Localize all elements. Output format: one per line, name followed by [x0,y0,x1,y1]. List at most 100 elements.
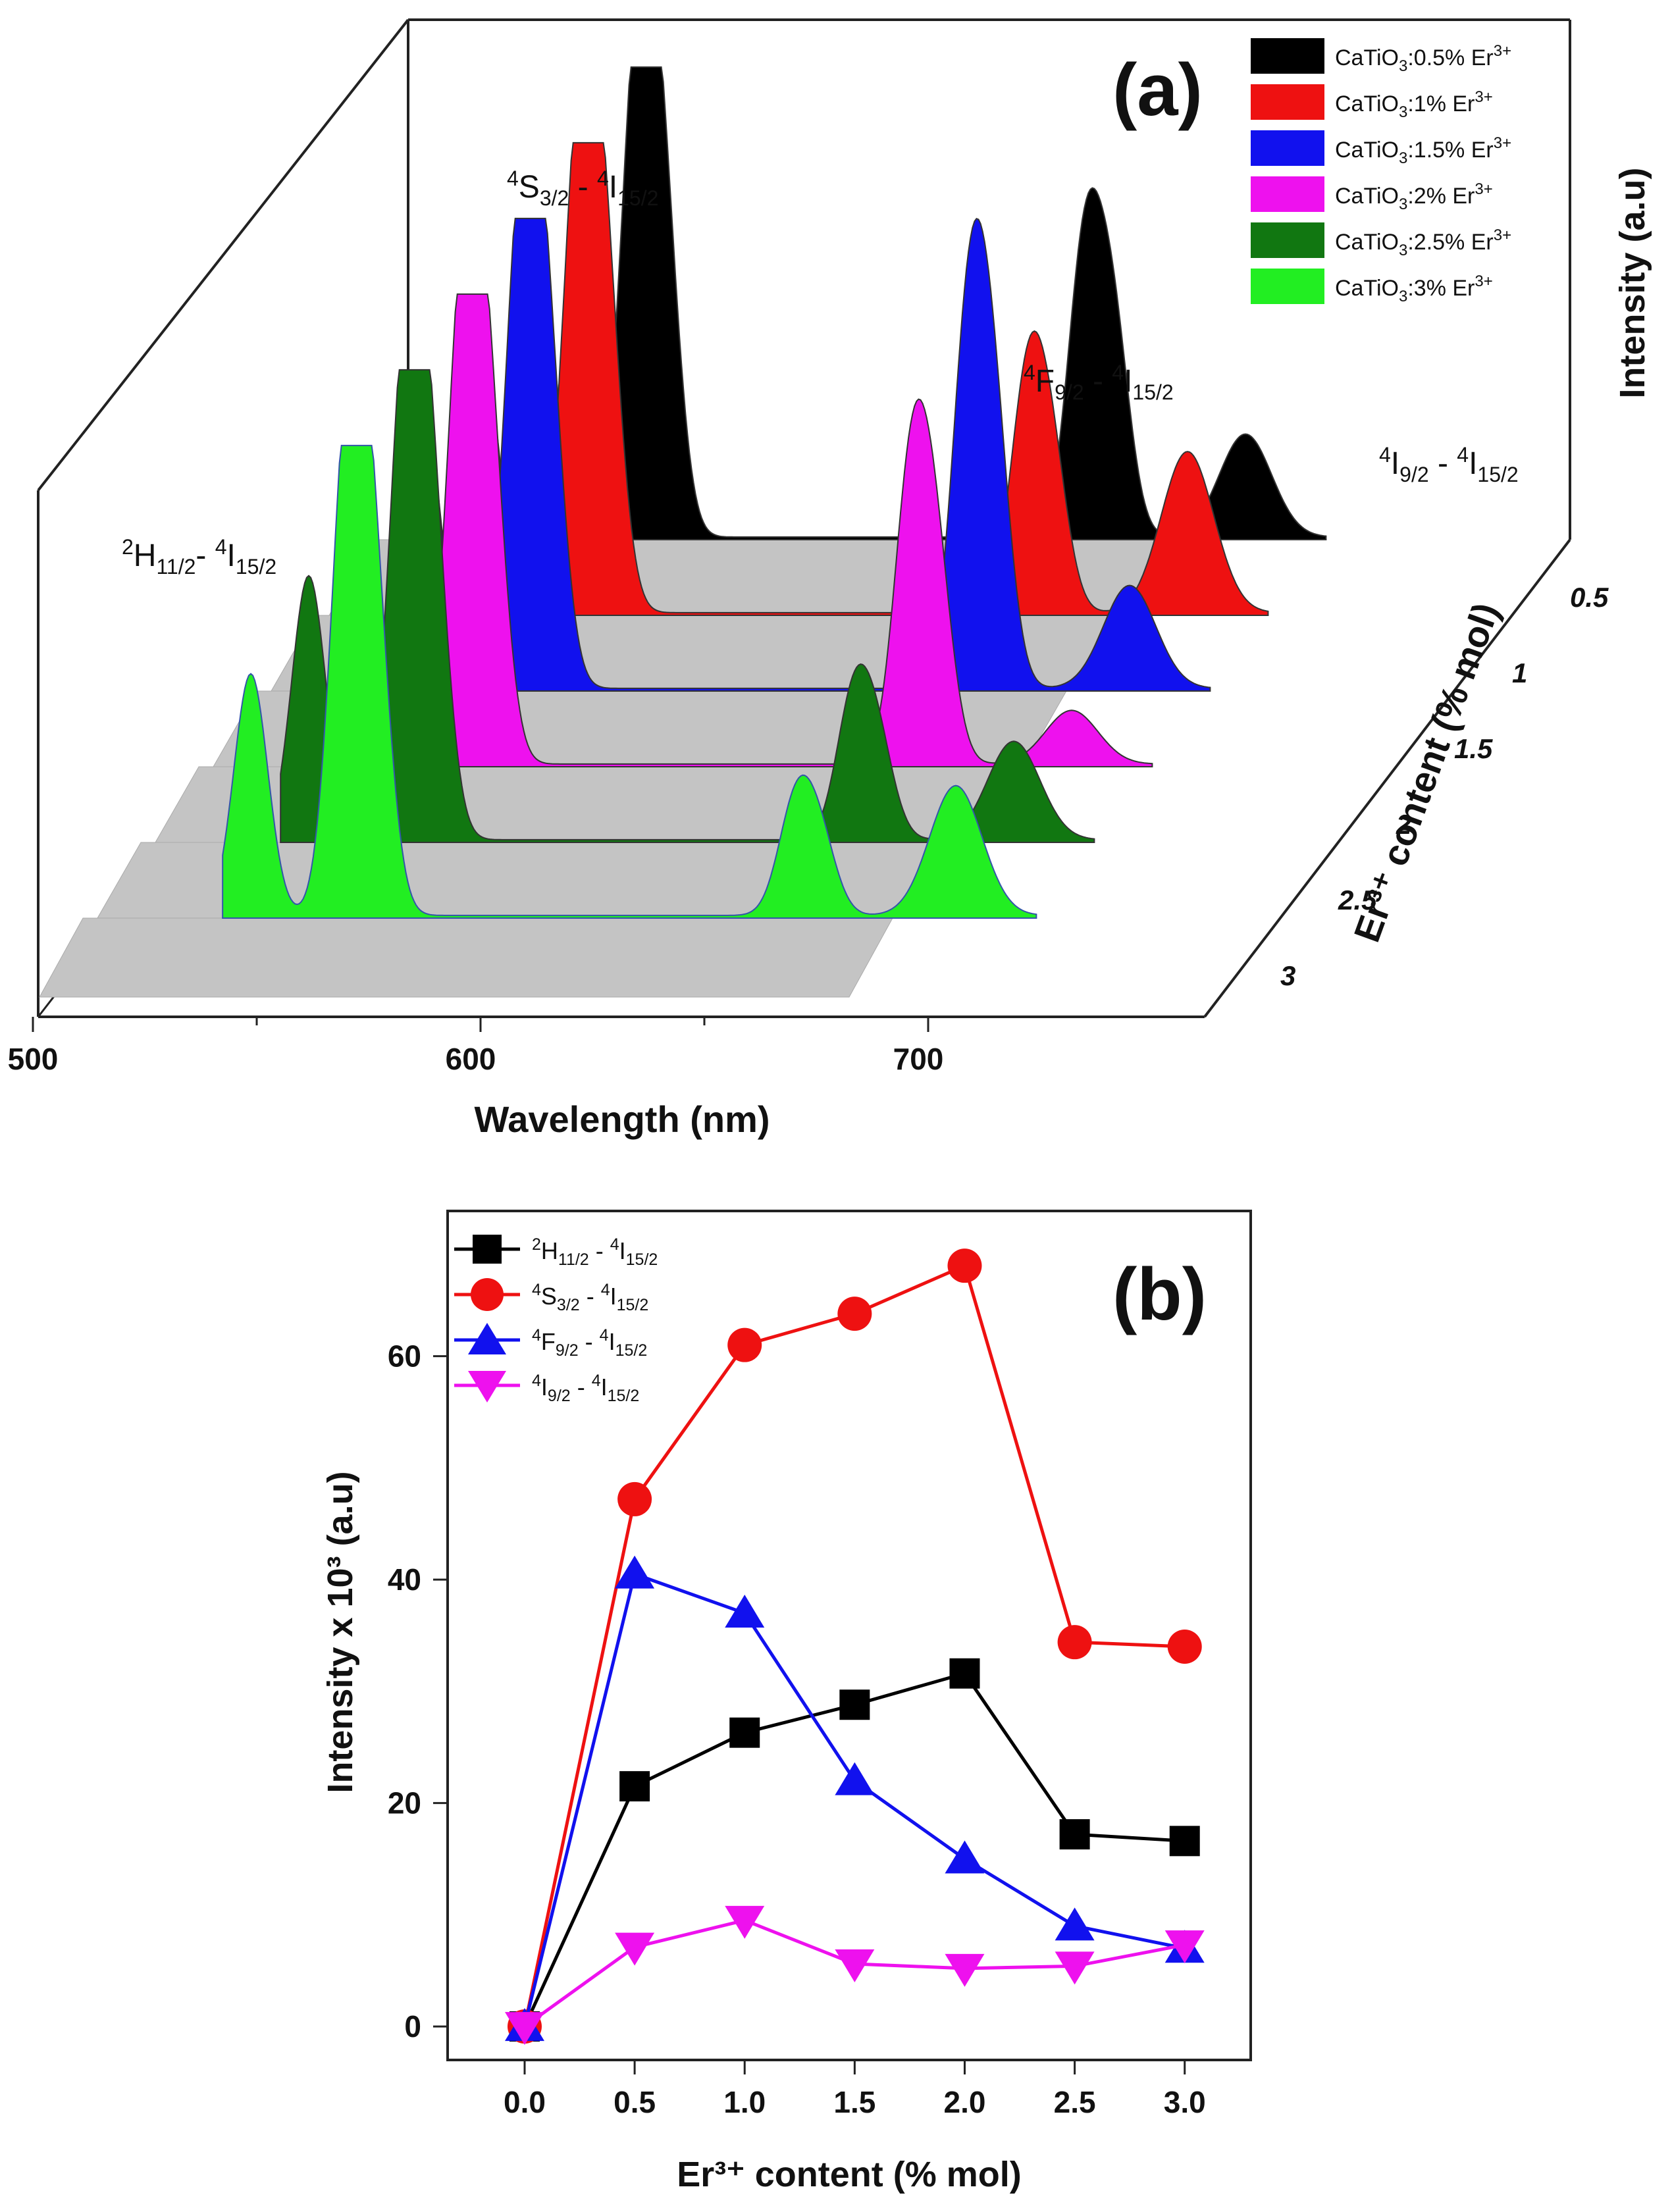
x-tick-label: 1.0 [723,2085,766,2119]
y-axis-title: Intensity (a.u) [1613,167,1652,398]
data-point-triangle-up [615,1555,655,1589]
label-sub: 9/2 [1399,463,1428,486]
spectrum-1.5 [396,217,1211,692]
label-term: S [541,1283,557,1310]
legend: 2H11/2 - 4I15/2 4S3/2 - 4I15/2 4F9/2 - 4… [454,1235,658,1405]
label-term: I [541,1374,548,1401]
label-term: S [519,170,540,205]
z-tick-label: 2 [1396,809,1411,840]
legend-swatch [1251,38,1324,74]
data-point-circle [727,1327,762,1362]
label-term: H [541,1237,558,1264]
data-point-triangle-down [615,1932,655,1966]
legend-swatch [1251,84,1324,120]
panel-b-line-chart: 0.0 0.5 1.0 1.5 2.0 2.5 3.0 0 20 40 60 (b) Er³⁺ co… [321,1210,1252,2194]
label-dash: - [580,1283,601,1310]
legend: CaTiO3:0.5% Er3+ CaTiO3:1% Er3+ CaTiO3:1… [1251,38,1511,305]
axis-ticks [32,1017,929,1032]
label-sub: 15/2 [1132,380,1173,404]
label-sup: 4 [1112,361,1124,384]
spectra-strips [39,66,1327,998]
legend-label: CaTiO3:0.5% Er3+ [1335,42,1511,75]
y-tick-label: 20 [388,1786,421,1820]
label-term: H [134,538,157,573]
legend-label: 4I9/2 - 4I15/2 [532,1372,639,1405]
axis-ticks: 0.0 0.5 1.0 1.5 2.0 2.5 3.0 0 20 40 60 [388,1339,1206,2119]
legend-label: 2H11/2 - 4I15/2 [532,1235,658,1269]
label-term: F [1035,364,1055,399]
x-tick-label: 0.0 [504,2085,546,2119]
label-sup: 4 [1457,443,1469,467]
z-axis-title: Er³⁺ content (% mol) [1345,597,1507,947]
legend-sub: 3 [1399,242,1407,259]
label-sup: 4 [215,535,227,559]
legend-sub: 3 [1399,195,1407,213]
label-sub: 15/2 [617,186,658,210]
label-sub: 15/2 [615,1341,648,1360]
data-point-triangle-up [945,1840,985,1874]
data-point-triangle-down [945,1953,985,1987]
label-term: I [609,170,617,205]
legend-sup: 3+ [1475,180,1492,198]
x-tick-label: 2.0 [944,2085,986,2119]
label-sub: 9/2 [548,1387,571,1405]
z-tick-label: 2.5 [1338,885,1377,915]
legend-text: CaTiO [1335,184,1399,209]
label-sup: 2 [122,535,134,559]
x-tick-label: 700 [893,1042,944,1076]
legend-text: CaTiO [1335,230,1399,255]
legend-text: CaTiO [1335,276,1399,301]
panel-b-letter: (b) [1112,1253,1207,1335]
label-term: I [609,1328,615,1355]
z-tick-label: 1 [1512,657,1527,688]
label-dash: - [1084,364,1112,399]
legend-sup: 3+ [1494,226,1511,244]
data-point-triangle-up [1055,1907,1095,1941]
data-point-triangle-up [725,1595,765,1628]
legend-sub: 3 [1399,288,1407,305]
data-point-circle [947,1248,982,1283]
label-dash: - [589,1237,610,1264]
data-point-square [1059,1819,1090,1850]
label-term: I [1469,446,1477,481]
x-tick-label: 2.5 [1054,2085,1096,2119]
legend-marker-triangle-down [468,1371,506,1402]
label-term: I [1124,364,1132,399]
legend-text: :1.5% Er [1407,138,1493,163]
y-tick-label: 60 [388,1339,421,1374]
data-point-circle [617,1481,652,1516]
label-term: F [541,1328,556,1355]
data-point-triangle-down [504,2012,544,2045]
x-tick-label: 3.0 [1164,2085,1206,2119]
label-sup: 4 [532,1372,541,1390]
transition-label-4s32: 4S3/2 - 4I15/2 [507,167,658,210]
label-sub: 15/2 [608,1387,640,1405]
legend-marker-triangle-up [468,1323,506,1354]
legend-text: CaTiO [1335,91,1399,116]
z-tick-label: 0.5 [1570,582,1609,613]
data-point-triangle-down [835,1949,875,1983]
legend-label: CaTiO3:1% Er3+ [1335,88,1493,121]
y-tick-label: 0 [404,2009,421,2044]
base-strip [39,917,893,998]
legend-swatch [1251,130,1324,166]
legend-text: :1% Er [1407,91,1475,116]
label-sub: 9/2 [556,1341,579,1360]
legend-swatch [1251,222,1324,258]
label-sup: 4 [1379,443,1391,467]
data-point-triangle-down [1055,1951,1095,1985]
x-axis-title: Er³⁺ content (% mol) [677,2155,1022,2194]
legend-text: :0.5% Er [1407,45,1493,70]
panel-a-waterfall-chart: 500 600 700 Wavelength (nm) 0.5 1 1.5 2 … [8,18,1652,1140]
legend-sup: 3+ [1475,88,1492,106]
data-series [504,1248,1205,2045]
legend-marker-square [473,1235,502,1264]
label-sub: 11/2 [156,555,196,579]
data-point-circle [1057,1625,1092,1660]
label-sub: 3/2 [557,1296,580,1314]
label-dash: - [579,1328,600,1355]
legend-marker-circle [471,1278,504,1311]
label-sub: 11/2 [558,1250,589,1269]
legend-sup: 3+ [1494,134,1511,152]
